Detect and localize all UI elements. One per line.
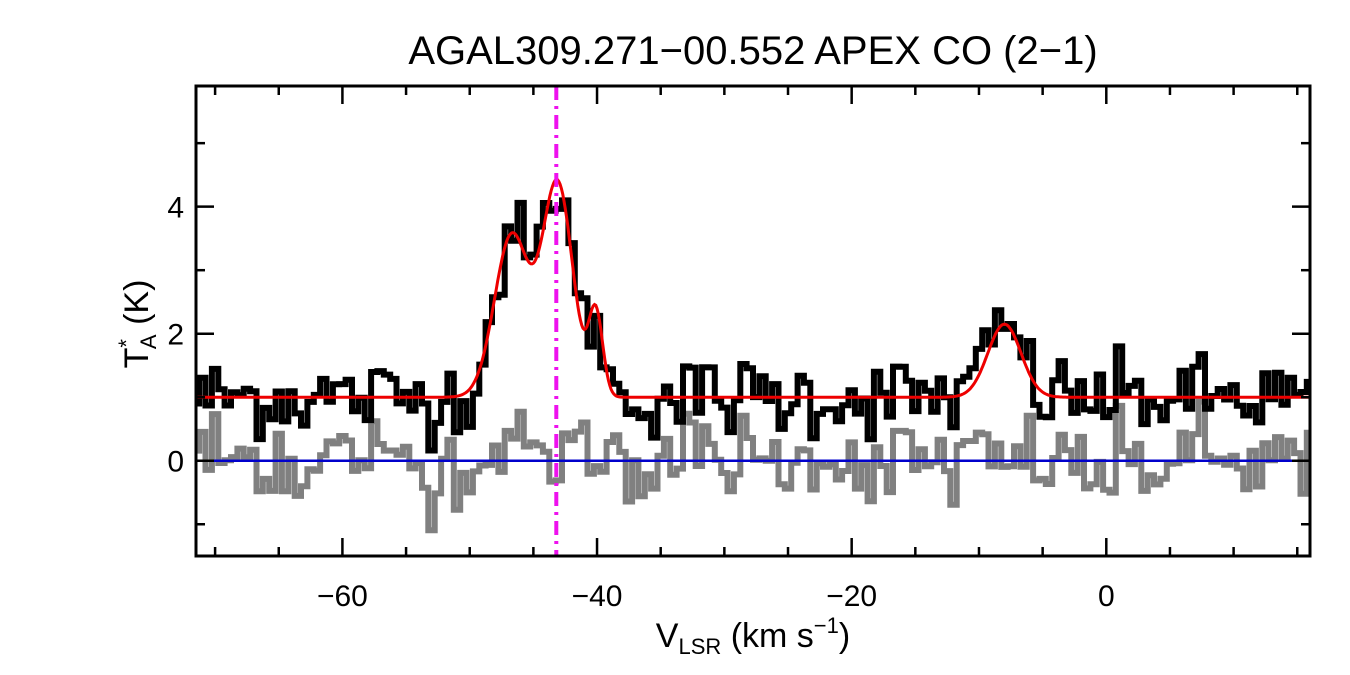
- chart-title: AGAL309.271−00.552 APEX CO (2−1): [408, 29, 1097, 73]
- y-axis-label: T*A (K): [114, 280, 161, 369]
- x-tick-label: −40: [572, 580, 623, 613]
- x-axis-label: VLSR (km s−1): [656, 613, 850, 659]
- x-tick-label: −60: [317, 580, 368, 613]
- plot-area: [196, 86, 1310, 556]
- x-tick-label: −20: [826, 580, 877, 613]
- residual-spectrum-histogram: [196, 398, 1310, 534]
- y-tick-label: 0: [167, 446, 184, 479]
- x-tick-label: 0: [1098, 580, 1115, 613]
- observed-spectrum-histogram: [196, 197, 1310, 454]
- y-tick-label: 2: [167, 319, 184, 352]
- plot-frame: [194, 84, 1312, 558]
- y-tick-label: 4: [167, 192, 184, 225]
- axes: −60 −40 −20 0 0 2 4: [167, 86, 1310, 613]
- gaussian-fit-line: [196, 178, 1309, 399]
